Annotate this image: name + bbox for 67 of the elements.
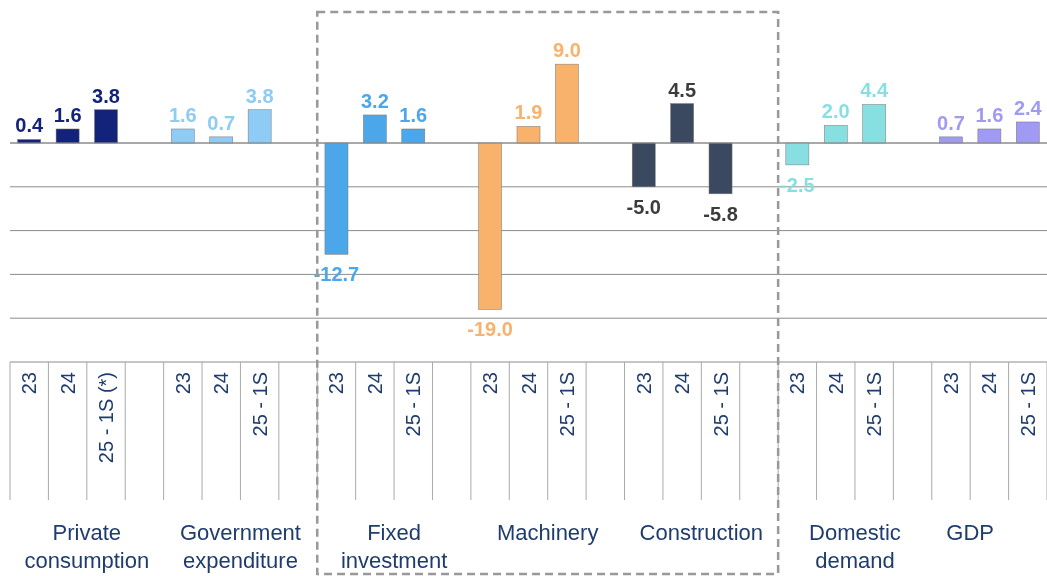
bar	[94, 109, 118, 144]
data-label: 2.4	[1013, 96, 1043, 119]
x-tick-label: 24	[671, 372, 694, 395]
bar	[363, 114, 387, 144]
bar	[401, 128, 426, 144]
x-tick-label: 25 - 1S	[1016, 372, 1039, 437]
bar	[862, 104, 886, 144]
x-tick-label: 24	[363, 372, 386, 395]
data-label: 2.0	[821, 100, 850, 123]
data-label: 9.0	[553, 39, 581, 62]
data-label: 0.7	[937, 111, 965, 134]
bar	[324, 142, 349, 255]
x-tick-label: 24	[56, 372, 79, 395]
bar	[939, 136, 963, 144]
bar	[708, 142, 733, 195]
x-tick-label: 25 - 1S	[555, 372, 578, 437]
x-tick-label: 23	[786, 372, 809, 395]
data-label: 3.2	[360, 89, 389, 112]
x-tick-label: 23	[18, 372, 41, 395]
data-label: 1.6	[168, 103, 197, 126]
bar	[977, 128, 1002, 144]
data-label: 0.7	[207, 111, 236, 134]
bar	[823, 125, 848, 144]
data-label: -19.0	[467, 318, 513, 341]
text: Construction	[639, 520, 764, 545]
bar	[631, 142, 656, 188]
bar	[171, 128, 195, 144]
x-tick-label: 25 - 1S	[402, 372, 425, 437]
x-tick-label: 25 - 1S	[863, 372, 886, 437]
data-label: 0.4	[15, 114, 44, 137]
text: Private consumption	[24, 520, 150, 573]
bar	[478, 142, 502, 310]
bar	[55, 128, 80, 144]
data-label: 1.6	[975, 103, 1004, 126]
data-label: 4.4	[860, 79, 889, 102]
data-label: -5.0	[626, 195, 661, 218]
data-label: 1.9	[514, 101, 543, 124]
x-tick-label: 23	[939, 372, 962, 395]
data-label: 4.5	[668, 78, 697, 101]
bar	[247, 109, 272, 144]
bar	[555, 63, 579, 144]
bar	[516, 126, 541, 144]
text: Government expenditure	[179, 520, 301, 573]
data-label: 1.6	[399, 103, 428, 126]
data-label: 3.8	[245, 84, 274, 107]
data-label: -5.8	[703, 202, 738, 225]
x-tick-label: 24	[824, 372, 847, 395]
text: Machinery	[496, 520, 599, 545]
bar	[209, 136, 234, 144]
data-label: 1.6	[53, 103, 82, 126]
x-tick-label: 25 - 1S	[709, 372, 732, 437]
x-tick-label: 24	[210, 372, 233, 395]
x-tick-label: 24	[517, 372, 540, 395]
x-tick-label: 23	[479, 372, 502, 395]
x-tick-label: 23	[171, 372, 194, 395]
x-tick-label: 25 - 1S	[248, 372, 271, 437]
bar	[1016, 121, 1040, 144]
x-tick-label: 23	[632, 372, 655, 395]
x-tick-label: 25 - 1S (*)	[95, 372, 118, 464]
data-label: 3.8	[92, 84, 120, 107]
text: GDP	[946, 520, 995, 545]
x-tick-label: 24	[978, 372, 1001, 395]
bar	[670, 103, 694, 144]
x-tick-label: 23	[325, 372, 348, 395]
text: Domestic demand	[809, 520, 901, 573]
bar	[785, 142, 810, 166]
text: Fixed investment	[340, 520, 448, 573]
